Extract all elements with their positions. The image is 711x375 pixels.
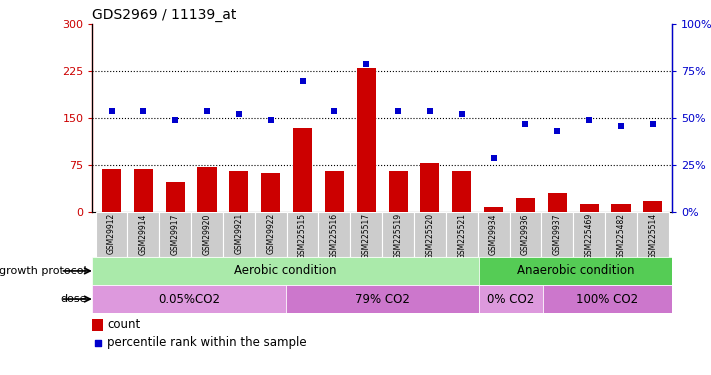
Text: GSM225520: GSM225520: [425, 213, 434, 260]
Text: 0% CO2: 0% CO2: [487, 292, 535, 306]
Point: [138, 108, 149, 114]
Text: GSM225515: GSM225515: [298, 213, 307, 260]
Bar: [478, 212, 510, 257]
Bar: [198, 167, 217, 212]
Bar: [516, 198, 535, 212]
Text: GSM225516: GSM225516: [330, 213, 339, 260]
Bar: [479, 285, 543, 313]
Bar: [92, 257, 479, 285]
Text: GSM29936: GSM29936: [521, 213, 530, 255]
Text: GSM225521: GSM225521: [457, 213, 466, 259]
Bar: [510, 212, 541, 257]
Point: [297, 78, 309, 84]
Bar: [543, 285, 672, 313]
Bar: [541, 212, 573, 257]
Bar: [382, 212, 414, 257]
Text: GSM29914: GSM29914: [139, 213, 148, 255]
Bar: [191, 212, 223, 257]
Bar: [325, 171, 344, 212]
Bar: [611, 204, 631, 212]
Point: [584, 117, 595, 123]
Bar: [319, 212, 351, 257]
Text: 100% CO2: 100% CO2: [577, 292, 638, 306]
Point: [169, 117, 181, 123]
Point: [328, 108, 340, 114]
Bar: [637, 212, 669, 257]
Bar: [573, 212, 605, 257]
Point: [360, 61, 372, 67]
Text: GSM225482: GSM225482: [616, 213, 626, 259]
Bar: [230, 171, 248, 212]
Bar: [479, 257, 672, 285]
Bar: [420, 163, 439, 212]
Bar: [102, 170, 121, 212]
Bar: [95, 212, 127, 257]
Text: GSM225519: GSM225519: [394, 213, 402, 260]
Bar: [293, 128, 312, 212]
Text: GSM225469: GSM225469: [584, 213, 594, 260]
Bar: [127, 212, 159, 257]
Text: dose: dose: [60, 294, 87, 304]
Text: 0.05%CO2: 0.05%CO2: [158, 292, 220, 306]
Text: Anaerobic condition: Anaerobic condition: [517, 264, 634, 278]
Bar: [484, 207, 503, 212]
Bar: [92, 319, 103, 331]
Bar: [643, 201, 663, 212]
Point: [92, 340, 103, 346]
Text: GSM29912: GSM29912: [107, 213, 116, 255]
Point: [647, 121, 658, 127]
Point: [392, 108, 404, 114]
Point: [265, 117, 277, 123]
Bar: [547, 193, 567, 212]
Bar: [134, 170, 153, 212]
Bar: [452, 171, 471, 212]
Point: [552, 128, 563, 134]
Text: GDS2969 / 11139_at: GDS2969 / 11139_at: [92, 8, 237, 22]
Point: [456, 111, 467, 117]
Bar: [261, 173, 280, 212]
Bar: [166, 182, 185, 212]
Bar: [286, 285, 479, 313]
Bar: [357, 68, 376, 212]
Text: GSM225517: GSM225517: [362, 213, 370, 260]
Text: percentile rank within the sample: percentile rank within the sample: [107, 336, 306, 349]
Bar: [223, 212, 255, 257]
Point: [106, 108, 117, 114]
Point: [488, 154, 499, 160]
Bar: [255, 212, 287, 257]
Text: 79% CO2: 79% CO2: [355, 292, 410, 306]
Bar: [287, 212, 319, 257]
Text: GSM29937: GSM29937: [552, 213, 562, 255]
Bar: [159, 212, 191, 257]
Bar: [351, 212, 383, 257]
Bar: [388, 171, 407, 212]
Text: GSM29921: GSM29921: [235, 213, 243, 255]
Bar: [605, 212, 637, 257]
Text: count: count: [107, 318, 140, 332]
Bar: [92, 285, 286, 313]
Text: GSM29917: GSM29917: [171, 213, 180, 255]
Text: GSM29920: GSM29920: [203, 213, 212, 255]
Bar: [579, 204, 599, 212]
Bar: [414, 212, 446, 257]
Point: [615, 123, 626, 129]
Point: [233, 111, 245, 117]
Point: [201, 108, 213, 114]
Text: GSM225514: GSM225514: [648, 213, 657, 260]
Text: growth protocol: growth protocol: [0, 266, 87, 276]
Text: Aerobic condition: Aerobic condition: [235, 264, 337, 278]
Point: [520, 121, 531, 127]
Point: [424, 108, 436, 114]
Text: GSM29934: GSM29934: [489, 213, 498, 255]
Bar: [446, 212, 478, 257]
Text: GSM29922: GSM29922: [266, 213, 275, 255]
